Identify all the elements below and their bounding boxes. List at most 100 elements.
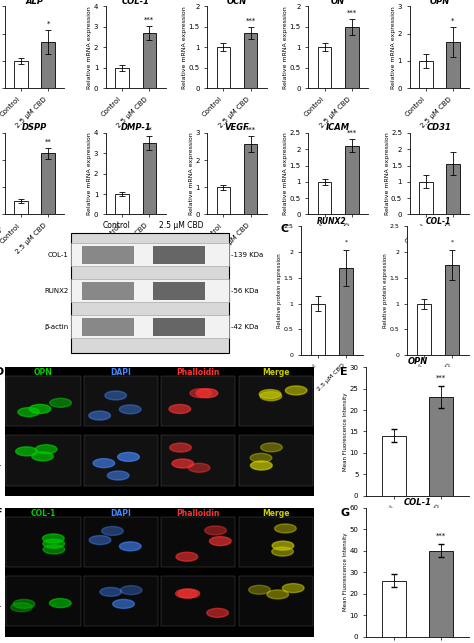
Text: -139 KDa: -139 KDa — [231, 251, 263, 258]
Text: ***: *** — [246, 127, 255, 132]
Bar — [419, 182, 433, 215]
Bar — [238, 576, 313, 626]
Circle shape — [280, 606, 301, 615]
Y-axis label: Relative mRNA expression: Relative mRNA expression — [283, 6, 288, 89]
Circle shape — [180, 603, 201, 612]
Text: 2.5 μM CBD: 2.5 μM CBD — [0, 440, 1, 477]
Circle shape — [102, 398, 124, 407]
Bar — [153, 282, 205, 300]
Y-axis label: Relative mRNA expression: Relative mRNA expression — [384, 132, 390, 215]
Circle shape — [36, 443, 58, 452]
Text: COL-1: COL-1 — [47, 251, 68, 258]
Bar — [161, 376, 236, 426]
Text: -56 KDa: -56 KDa — [231, 288, 258, 294]
Bar — [244, 33, 257, 88]
Circle shape — [17, 541, 38, 550]
Circle shape — [89, 541, 111, 550]
Circle shape — [273, 585, 294, 594]
Text: *: * — [345, 239, 348, 244]
Text: DAPI: DAPI — [110, 509, 131, 518]
Bar — [429, 550, 453, 637]
Circle shape — [202, 604, 224, 613]
Title: COL-1: COL-1 — [122, 0, 150, 6]
Bar — [84, 376, 158, 426]
Text: E: E — [340, 367, 348, 377]
Y-axis label: Relative mRNA expression: Relative mRNA expression — [88, 6, 92, 89]
Circle shape — [191, 524, 213, 533]
Bar — [419, 61, 433, 88]
Title: DSPP: DSPP — [22, 123, 47, 132]
Circle shape — [45, 394, 66, 403]
Text: Control: Control — [0, 388, 1, 411]
Circle shape — [169, 395, 191, 404]
Bar — [41, 153, 55, 215]
Title: CD31: CD31 — [427, 123, 452, 132]
Bar — [6, 576, 81, 626]
Text: Merge: Merge — [262, 509, 290, 518]
Y-axis label: Relative mRNA expression: Relative mRNA expression — [283, 132, 288, 215]
Text: Phalloidin: Phalloidin — [177, 368, 220, 377]
Bar — [41, 42, 55, 88]
Y-axis label: Relative mRNA expression: Relative mRNA expression — [182, 6, 187, 89]
Text: Control: Control — [0, 529, 1, 552]
Text: RUNX2: RUNX2 — [44, 288, 68, 294]
Text: -42 KDa: -42 KDa — [231, 324, 258, 330]
Bar — [217, 187, 230, 215]
Text: COL-1: COL-1 — [31, 509, 56, 518]
Bar — [84, 517, 158, 567]
Bar — [311, 303, 325, 355]
Title: DMP-1: DMP-1 — [120, 123, 151, 132]
Circle shape — [191, 466, 213, 475]
Circle shape — [109, 596, 130, 605]
Bar — [345, 27, 358, 88]
Bar — [318, 182, 331, 215]
Bar — [445, 265, 459, 355]
Bar — [244, 144, 257, 215]
Circle shape — [246, 408, 267, 417]
Text: ***: *** — [246, 17, 255, 24]
Bar — [84, 435, 158, 485]
Circle shape — [119, 608, 141, 617]
Bar — [161, 435, 236, 485]
Bar — [339, 267, 354, 355]
Title: VEGF: VEGF — [225, 123, 249, 132]
Text: ***: *** — [436, 533, 446, 539]
Bar — [71, 279, 228, 302]
Circle shape — [124, 403, 146, 412]
Circle shape — [122, 536, 144, 545]
Circle shape — [125, 410, 146, 419]
Text: **: ** — [146, 127, 153, 132]
Y-axis label: Mean Fluorescence Intensity: Mean Fluorescence Intensity — [343, 392, 348, 471]
Text: C: C — [281, 224, 289, 234]
Bar — [429, 397, 453, 496]
Bar — [14, 201, 28, 215]
Title: COL-1: COL-1 — [425, 217, 451, 226]
Bar — [84, 576, 158, 626]
Bar — [14, 61, 28, 88]
Bar — [82, 246, 134, 264]
Circle shape — [23, 588, 45, 597]
Circle shape — [28, 389, 50, 398]
Bar — [446, 42, 460, 88]
Bar — [238, 435, 313, 485]
Text: Phalloidin: Phalloidin — [177, 509, 220, 518]
Circle shape — [200, 460, 221, 469]
Bar — [153, 246, 205, 264]
Title: ALP: ALP — [26, 0, 44, 6]
Circle shape — [201, 451, 223, 460]
Title: COL-1: COL-1 — [404, 498, 432, 507]
Circle shape — [104, 542, 126, 551]
Circle shape — [195, 408, 217, 417]
Circle shape — [255, 533, 277, 542]
Title: OCN: OCN — [227, 0, 247, 6]
Circle shape — [173, 600, 194, 609]
Circle shape — [44, 588, 65, 597]
Bar — [116, 68, 129, 88]
Text: ***: *** — [436, 376, 446, 381]
Circle shape — [207, 403, 228, 412]
Circle shape — [284, 460, 306, 469]
Circle shape — [254, 526, 276, 535]
Bar — [71, 243, 228, 266]
Title: OPN: OPN — [429, 0, 450, 6]
Bar — [161, 517, 236, 567]
